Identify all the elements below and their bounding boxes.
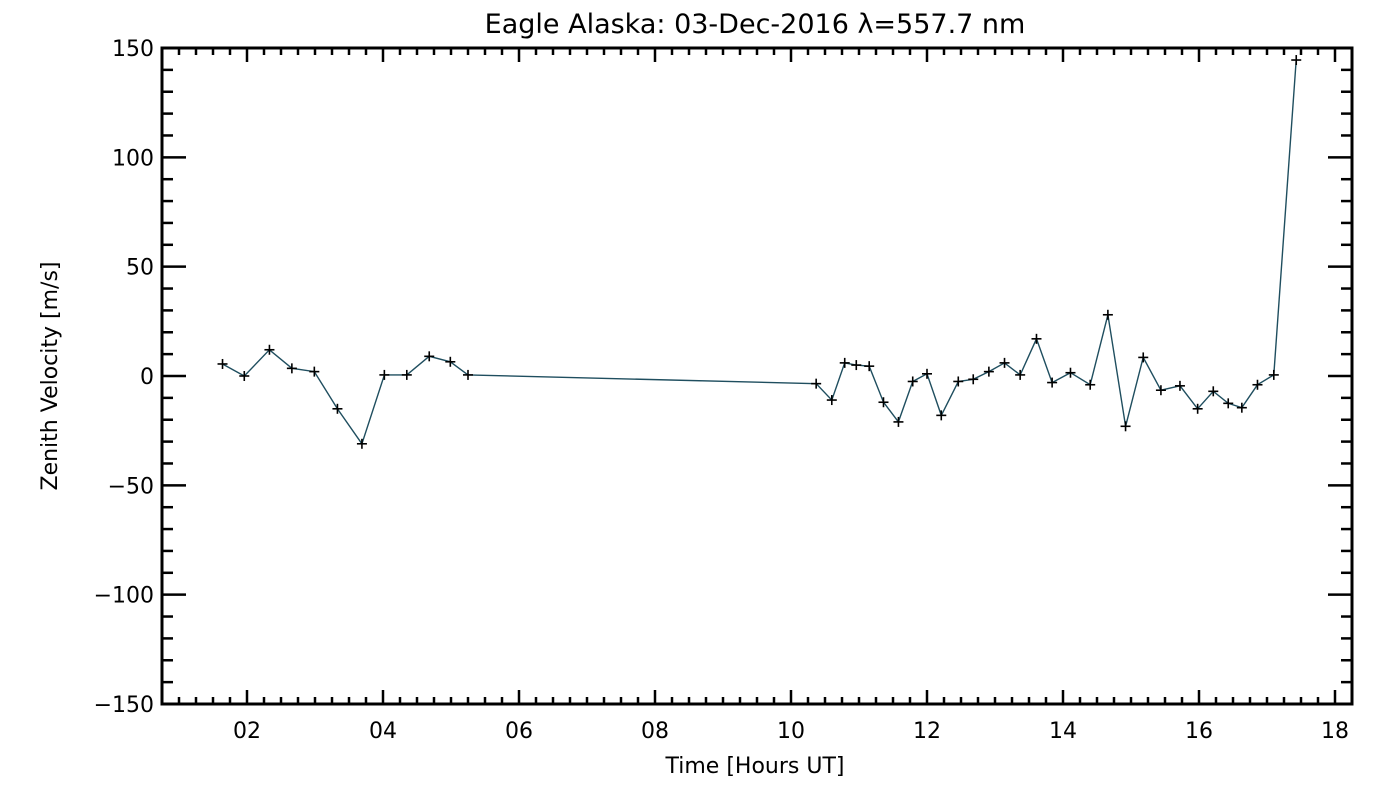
x-tick-label: 04: [369, 719, 397, 744]
data-point-marker: [999, 357, 1010, 368]
data-point-marker: [893, 416, 904, 427]
data-point-marker: [839, 357, 850, 368]
data-point-marker: [1138, 352, 1149, 363]
data-point-marker: [936, 410, 947, 421]
data-point-marker: [1223, 398, 1234, 409]
data-point-marker: [1192, 403, 1203, 414]
plot-frame: [160, 46, 1354, 706]
data-point-marker: [332, 403, 343, 414]
x-tick-label: 14: [1049, 719, 1077, 744]
data-point-marker: [1065, 367, 1076, 378]
data-point-marker: [356, 438, 367, 449]
data-point-marker: [424, 351, 435, 362]
x-tick-label: 12: [913, 719, 941, 744]
y-tick-label: −50: [108, 474, 154, 499]
x-axis-label: Time [Hours UT]: [665, 754, 845, 779]
data-point-marker: [379, 369, 390, 380]
data-point-marker: [463, 369, 473, 380]
data-point-marker: [1155, 385, 1166, 396]
data-point-marker: [1031, 333, 1042, 344]
data-point-marker: [217, 358, 228, 369]
x-tick-label: 02: [233, 719, 261, 744]
data-point-marker: [811, 378, 822, 389]
data-point-marker: [968, 374, 979, 385]
data-point-marker: [1102, 309, 1113, 320]
data-point-marker: [1291, 55, 1302, 66]
chart-title: Eagle Alaska: 03-Dec-2016 λ=557.7 nm: [485, 9, 1026, 40]
data-point-marker: [264, 344, 275, 355]
data-point-marker: [1174, 380, 1185, 391]
data-point-marker: [239, 371, 250, 381]
x-tick-label: 18: [1321, 719, 1349, 744]
x-tick-label: 10: [777, 719, 805, 744]
data-point-marker: [286, 363, 297, 374]
data-point-marker: [922, 368, 932, 379]
data-point-marker: [445, 356, 456, 367]
data-point-marker: [878, 397, 889, 408]
data-point-marker: [1015, 369, 1026, 380]
data-point-marker: [309, 366, 320, 377]
y-tick-label: −100: [94, 584, 154, 609]
data-point-marker: [1120, 421, 1131, 432]
x-tick-label: 16: [1185, 719, 1213, 744]
data-point-marker: [983, 366, 994, 377]
data-point-marker: [1208, 386, 1219, 397]
data-point-marker: [907, 376, 918, 387]
data-point-marker: [401, 369, 412, 380]
y-axis-label: Zenith Velocity [m/s]: [38, 262, 63, 491]
y-tick-label: 150: [112, 37, 154, 62]
tick-labels: 02 04 06 08 10 12 14 16 18 150 100 50 0 −50 −100 −150: [94, 37, 1349, 744]
data-point-marker: [1047, 377, 1058, 388]
data-point-marker: [1268, 369, 1279, 380]
x-tick-label: 08: [641, 719, 669, 744]
y-tick-label: 100: [112, 146, 154, 171]
data-series: [217, 55, 1302, 449]
data-point-marker: [953, 376, 964, 387]
axis-ticks: [160, 46, 1354, 706]
data-point-marker: [864, 361, 875, 372]
data-point-marker: [851, 360, 862, 371]
data-point-marker: [1236, 402, 1247, 413]
y-tick-label: 0: [140, 365, 154, 390]
y-tick-label: −150: [94, 693, 154, 718]
x-tick-label: 06: [505, 719, 533, 744]
data-point-marker: [826, 395, 837, 406]
data-point-marker: [1085, 379, 1096, 390]
series-line: [222, 59, 1297, 446]
data-point-marker: [1252, 379, 1263, 390]
y-tick-label: 50: [126, 256, 154, 281]
